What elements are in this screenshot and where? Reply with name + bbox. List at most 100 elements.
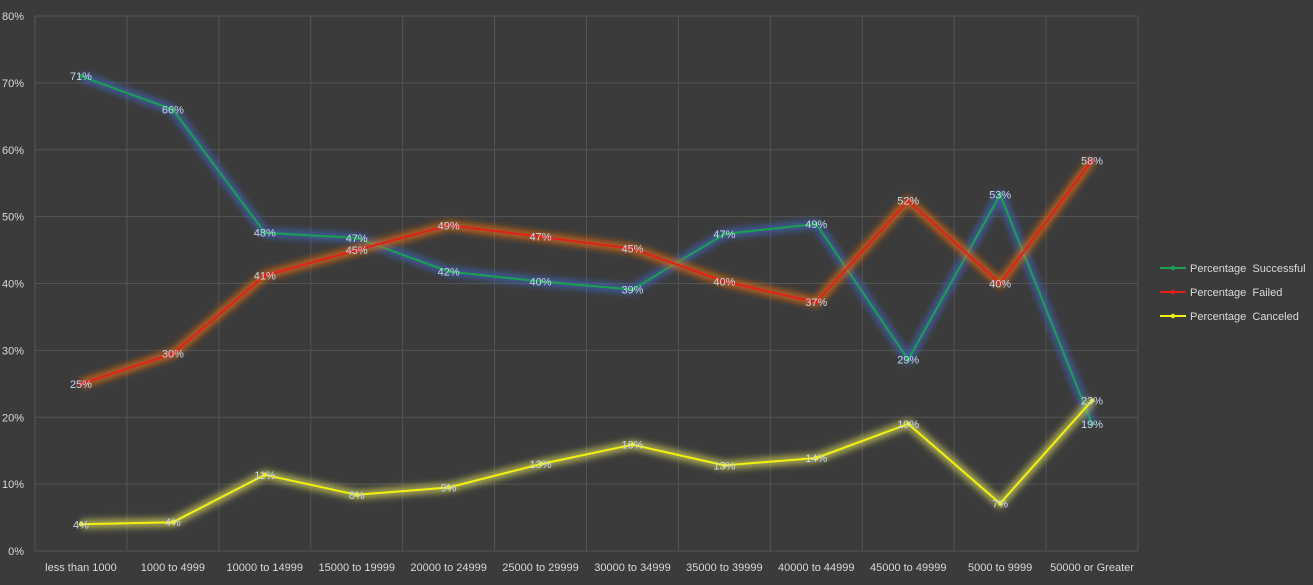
data-label: 40% [989,279,1011,291]
legend-label: Percentage Canceled [1190,311,1299,323]
data-point [262,472,267,477]
data-point [722,231,727,237]
data-point [446,269,451,274]
data-point [262,230,267,235]
x-tick-label: 35000 to 39999 [686,562,762,574]
data-label: 19% [1081,419,1103,431]
data-label: 8% [349,490,365,502]
data-point [78,381,84,387]
data-label: 16% [621,440,643,452]
legend-marker [1170,265,1176,271]
data-point [354,492,359,498]
data-point [906,198,911,203]
data-label: 53% [989,190,1011,202]
data-point [446,485,451,490]
x-tick-label: 15000 to 19999 [318,562,394,574]
data-label: 47% [530,232,552,244]
legend-label: Percentage Failed [1190,287,1282,299]
data-label: 23% [1081,396,1103,408]
data-label: 25% [70,379,92,391]
data-point [1089,158,1095,163]
x-tick-label: 10000 to 14999 [227,562,303,574]
data-label: 48% [254,228,276,240]
legend-label: Percentage Successful [1190,263,1306,275]
data-point [170,351,176,356]
data-label: 49% [805,219,827,231]
x-tick-label: 25000 to 29999 [502,562,578,574]
data-point [814,221,819,227]
series-line [80,159,1093,385]
data-point [170,107,176,112]
data-label: 30% [162,349,184,361]
data-point [630,246,635,251]
data-point [997,192,1003,197]
y-tick-label: 70% [2,78,24,90]
data-label: 41% [254,270,276,282]
data-label: 7% [992,499,1008,511]
data-label: 47% [713,229,735,241]
data-point [1089,421,1095,427]
legend: Percentage Successful Percentage Failed Pe… [1160,263,1306,323]
data-label: 42% [438,266,460,278]
legend-marker [1170,289,1176,295]
data-label: 13% [713,460,735,472]
data-point [538,279,543,284]
x-tick-label: 5000 to 9999 [968,562,1032,574]
data-label: 45% [346,245,368,257]
data-label: 9% [441,482,457,494]
x-tick-label: 30000 to 34999 [594,562,670,574]
x-axis-ticks: less than 1000 1000 to 4999 10000 to 14999… [45,562,1134,574]
series-layer [78,71,1097,529]
data-label: 47% [346,233,368,245]
data-label: 71% [70,71,92,83]
data-point [722,279,727,284]
data-label: 40% [530,276,552,288]
y-tick-label: 40% [2,279,24,291]
y-tick-label: 80% [2,11,24,23]
data-label: 39% [621,285,643,297]
data-point [78,522,84,527]
y-tick-label: 10% [2,479,24,491]
x-tick-label: 45000 to 49999 [870,562,946,574]
data-label: 49% [438,220,460,232]
data-point [997,281,1003,286]
data-label: 29% [897,355,919,367]
data-labels: 71% 66% 48% 47% 42% 40% 39% 47% 49% 29% 53% 19% 25% 3… [70,71,1103,531]
data-label: 37% [805,297,827,309]
gridlines [34,15,1139,552]
data-label: 4% [73,519,89,531]
data-label: 40% [713,276,735,288]
data-label: 45% [621,244,643,256]
data-point [1089,398,1095,403]
data-point [722,463,727,468]
y-tick-label: 50% [2,212,24,224]
x-tick-label: 20000 to 24999 [410,562,486,574]
data-label: 66% [162,105,184,117]
y-tick-label: 30% [2,345,24,357]
x-tick-label: 40000 to 44999 [778,562,854,574]
y-tick-label: 20% [2,412,24,424]
data-label: 14% [805,453,827,465]
data-point [630,287,635,292]
data-point [354,247,359,253]
data-point [814,455,819,461]
data-point [814,300,819,305]
series-line [80,75,1093,425]
data-point [354,235,359,241]
data-point [906,357,911,362]
y-tick-label: 0% [8,546,24,558]
data-point [538,461,543,467]
y-axis-ticks: 0% 10% 20% 30% 40% 50% 60% 70% 80% [2,11,24,558]
data-point [538,234,543,239]
x-tick-label: less than 1000 [45,562,117,574]
y-tick-label: 60% [2,145,24,157]
data-point [906,421,911,427]
data-label: 11% [254,470,275,482]
data-point [446,223,451,228]
data-label: 13% [530,459,552,471]
data-label: 58% [1081,155,1103,167]
series-line [80,399,1093,526]
data-point [170,520,176,525]
